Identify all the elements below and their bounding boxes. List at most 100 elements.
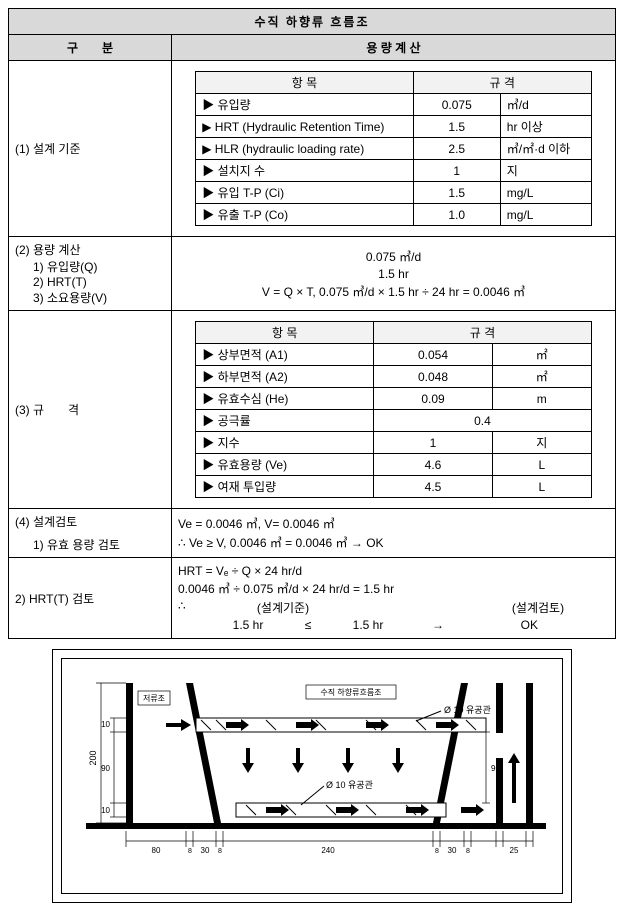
dim-w30a: 30 [201, 846, 210, 855]
s4-sub1-l1: Ve = 0.0046 ㎥, V= 0.0046 ㎥ [178, 515, 609, 532]
section1-inner-table: 항 목 규 격 ▶ 유입량0.075㎥/d ▶ HRT (Hydraulic R… [195, 71, 592, 226]
s4-l3a: (설계기준) [208, 599, 358, 616]
inner-th-spec: 규 격 [413, 72, 591, 94]
s1-r2-item: ▶ HLR (hydraulic loading rate) [196, 138, 414, 160]
s3-r4-val: 1 [374, 432, 493, 454]
s3-r2-unit: m [492, 388, 591, 410]
s4-l4-l: 1.5 hr [208, 618, 288, 632]
s4-l3b: (설계검토) [478, 599, 598, 616]
s4-sub1-l2: ∴ Ve ≥ V, 0.0046 ㎥ = 0.0046 ㎥ → OK [178, 534, 609, 551]
s3-th-spec: 규 격 [374, 322, 592, 344]
diagram-inner: 저류조 수직 하향류흐름조 Ø 10 유공관 Ø 10 유공관 200 1 [61, 658, 563, 894]
s3-r6-item: ▶ 여재 투입량 [196, 476, 374, 498]
dim-w80: 80 [152, 846, 161, 855]
s2-head: (2) 용량 계산 [15, 241, 165, 258]
s3-r3-val: 0.4 [374, 410, 592, 432]
s1-r0-unit: ㎥/d [500, 94, 591, 116]
spec-table: 수직 하향류 흐름조 구 분 용 량 계 산 (1) 설계 기준 항 목 규 격… [8, 8, 616, 639]
s2-l3: 3) 소요용량(V) [15, 289, 165, 306]
s4-sub2-l1: HRT = Vₑ ÷ Q × 24 hr/d [178, 564, 609, 578]
dim-w8a: 8 [188, 848, 192, 855]
section3-label: (3) 규 격 [9, 311, 172, 509]
s2-v: V = Q × T, 0.075 ㎥/d × 1.5 hr ÷ 24 hr = … [178, 283, 609, 300]
s3-r2-item: ▶ 유효수심 (He) [196, 388, 374, 410]
s4-l4-ok: OK [468, 618, 538, 632]
s4-sub1: 1) 유효 용량 검토 [15, 536, 165, 553]
s3-th-item: 항 목 [196, 322, 374, 344]
table-title: 수직 하향류 흐름조 [9, 9, 616, 35]
s3-r4-unit: 지 [492, 432, 591, 454]
label-title: 수직 하향류흐름조 [320, 687, 381, 697]
s1-r2-unit: ㎥/㎡·d 이하 [500, 138, 591, 160]
s3-r0-unit: ㎡ [492, 344, 591, 366]
s1-r3-unit: 지 [500, 160, 591, 182]
s2-q: 0.075 ㎥/d [178, 248, 609, 265]
s3-r2-val: 0.09 [374, 388, 493, 410]
s3-r0-item: ▶ 상부면적 (A1) [196, 344, 374, 366]
dim-h90r: 90 [491, 764, 500, 773]
s1-r4-val: 1.5 [413, 182, 500, 204]
s1-r5-val: 1.0 [413, 204, 500, 226]
dim-w8b: 8 [218, 848, 222, 855]
label-pipe-top: Ø 10 유공관 [444, 705, 491, 715]
s2-l2: 2) HRT(T) [15, 275, 165, 289]
s1-r2-val: 2.5 [413, 138, 500, 160]
s3-r5-item: ▶ 유효용량 (Ve) [196, 454, 374, 476]
s4-l4-m: 1.5 hr [328, 618, 408, 632]
dim-h10t: 10 [101, 720, 110, 729]
s3-r6-val: 4.5 [374, 476, 493, 498]
section1-label: (1) 설계 기준 [9, 61, 172, 237]
s1-r0-val: 0.075 [413, 94, 500, 116]
s1-r1-val: 1.5 [413, 116, 500, 138]
s1-r1-item: ▶ HRT (Hydraulic Retention Time) [196, 116, 414, 138]
section3-content: 항 목 규 격 ▶ 상부면적 (A1)0.054㎡ ▶ 하부면적 (A2)0.0… [172, 311, 616, 509]
s3-r1-val: 0.048 [374, 366, 493, 388]
dim-w240: 240 [321, 846, 335, 855]
s3-r4-item: ▶ 지수 [196, 432, 374, 454]
inner-th-item: 항 목 [196, 72, 414, 94]
s1-r5-item: ▶ 유출 T-P (Co) [196, 204, 414, 226]
dim-w8d: 8 [466, 848, 470, 855]
dim-h90: 90 [101, 764, 110, 773]
diagram-svg: 저류조 수직 하향류흐름조 Ø 10 유공관 Ø 10 유공관 200 1 [66, 663, 566, 883]
section4-label2: 2) HRT(T) 검토 [9, 558, 172, 639]
s2-t: 1.5 hr [178, 267, 609, 281]
col-header-calc: 용 량 계 산 [172, 35, 616, 61]
section4-label1: (4) 설계검토 1) 유효 용량 검토 [9, 509, 172, 558]
dim-w8c: 8 [435, 848, 439, 855]
section1-content: 항 목 규 격 ▶ 유입량0.075㎥/d ▶ HRT (Hydraulic R… [172, 61, 616, 237]
dim-h10b: 10 [101, 806, 110, 815]
section2-content: 0.075 ㎥/d 1.5 hr V = Q × T, 0.075 ㎥/d × … [172, 237, 616, 311]
s3-r6-unit: L [492, 476, 591, 498]
col-header-category: 구 분 [9, 35, 172, 61]
s3-r1-item: ▶ 하부면적 (A2) [196, 366, 374, 388]
s4-sub2-l2: 0.0046 ㎥ ÷ 0.075 ㎥/d × 24 hr/d = 1.5 hr [178, 580, 609, 597]
s1-r1-unit: hr 이상 [500, 116, 591, 138]
label-storage: 저류조 [143, 694, 165, 703]
s4-l4-op: ≤ [288, 618, 328, 632]
s2-l1: 1) 유입량(Q) [15, 258, 165, 275]
diagram-container: 저류조 수직 하향류흐름조 Ø 10 유공관 Ø 10 유공관 200 1 [52, 649, 572, 903]
dim-w30b: 30 [448, 846, 457, 855]
s1-r0-item: ▶ 유입량 [196, 94, 414, 116]
s1-r3-item: ▶ 설치지 수 [196, 160, 414, 182]
label-pipe-bottom: Ø 10 유공관 [326, 780, 373, 790]
s4-therefore: ∴ [178, 599, 208, 616]
s4-l4-ar: → [408, 618, 468, 632]
section3-inner-table: 항 목 규 격 ▶ 상부면적 (A1)0.054㎡ ▶ 하부면적 (A2)0.0… [195, 321, 592, 498]
s1-r4-item: ▶ 유입 T-P (Ci) [196, 182, 414, 204]
s1-r3-val: 1 [413, 160, 500, 182]
s1-r4-unit: mg/L [500, 182, 591, 204]
s3-r5-val: 4.6 [374, 454, 493, 476]
s4-head: (4) 설계검토 [15, 513, 165, 530]
dim-w25: 25 [510, 846, 519, 855]
section4-content2: HRT = Vₑ ÷ Q × 24 hr/d 0.0046 ㎥ ÷ 0.075 … [172, 558, 616, 639]
section4-content1: Ve = 0.0046 ㎥, V= 0.0046 ㎥ ∴ Ve ≥ V, 0.0… [172, 509, 616, 558]
s3-r0-val: 0.054 [374, 344, 493, 366]
dim-h200: 200 [88, 750, 98, 765]
s3-r3-item: ▶ 공극률 [196, 410, 374, 432]
s3-r5-unit: L [492, 454, 591, 476]
s1-r5-unit: mg/L [500, 204, 591, 226]
section2-label: (2) 용량 계산 1) 유입량(Q) 2) HRT(T) 3) 소요용량(V) [9, 237, 172, 311]
s3-r1-unit: ㎡ [492, 366, 591, 388]
